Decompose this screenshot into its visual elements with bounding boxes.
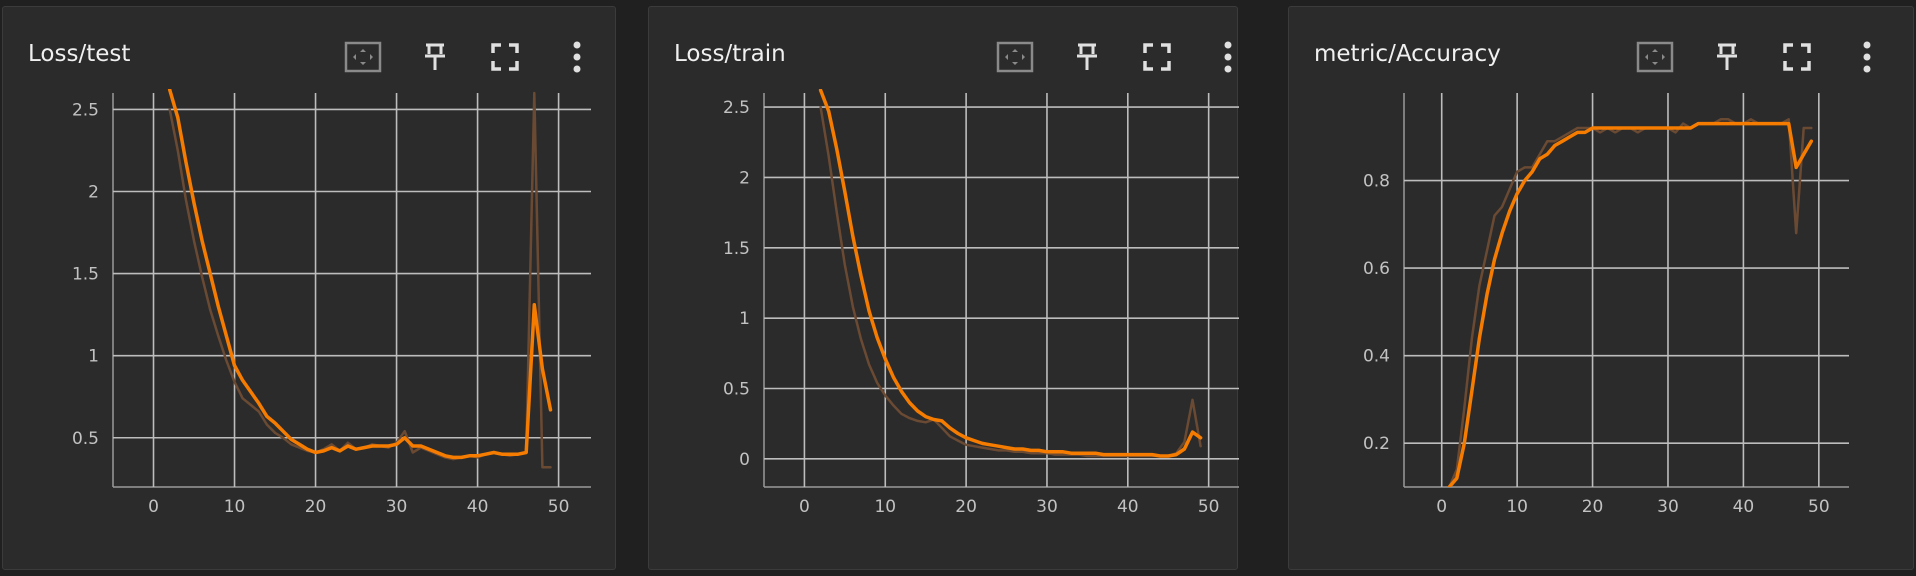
x-tick-label: 50 — [1808, 497, 1830, 517]
card-title: Loss/test — [28, 41, 131, 67]
raw-series-line — [168, 91, 552, 469]
x-tick-label: 10 — [1506, 497, 1528, 517]
more-options-button[interactable] — [1847, 37, 1887, 77]
y-tick-label: 0.8 — [1363, 172, 1390, 192]
x-tick-label: 30 — [1036, 497, 1058, 517]
x-tick-label: 0 — [1436, 497, 1447, 517]
y-tick-label: 2.5 — [72, 100, 99, 120]
x-tick-label: 50 — [1198, 497, 1220, 517]
y-tick-label: 2 — [739, 168, 750, 188]
fullscreen-icon — [491, 43, 519, 71]
y-tick-label: 1 — [739, 309, 750, 329]
fullscreen-button[interactable] — [485, 37, 525, 77]
pin-icon — [425, 43, 445, 70]
fit-domain-icon — [1636, 41, 1674, 73]
smoothed-series-line — [167, 89, 553, 460]
fullscreen-button[interactable] — [1777, 37, 1817, 77]
chart-card-metric-accuracy: metric/Accuracy 0 10 20 30 40 50 0.2 0.4 0.6 0.8 — [1288, 6, 1914, 570]
y-tick-label: 0.5 — [72, 429, 99, 449]
pin-button[interactable] — [1067, 37, 1107, 77]
fit-domain-button[interactable] — [995, 37, 1035, 77]
x-tick-label: 30 — [386, 497, 408, 517]
y-tick-label: 1.5 — [723, 239, 750, 259]
x-tick-label: 40 — [467, 497, 489, 517]
fullscreen-button[interactable] — [1137, 37, 1177, 77]
x-tick-label: 0 — [148, 497, 159, 517]
raw-series-line — [819, 105, 1202, 458]
more-vert-icon — [1863, 41, 1871, 73]
pin-icon — [1717, 43, 1737, 70]
x-tick-label: 40 — [1733, 497, 1755, 517]
y-tick-label: 2 — [88, 183, 99, 203]
y-tick-label: 0.5 — [723, 380, 750, 400]
y-tick-label: 0.6 — [1363, 259, 1390, 279]
line-chart-loss-test: 0 10 20 30 40 50 0.5 1 1.5 2 2.5 — [72, 89, 591, 517]
fit-domain-icon — [344, 41, 382, 73]
chart-card-loss-train: Loss/train 0 10 20 30 40 50 0 0.5 1 1.5 2 2.5 — [648, 6, 1239, 570]
raw-series-line — [1448, 118, 1813, 487]
more-options-button[interactable] — [1208, 37, 1248, 77]
y-tick-label: 0 — [739, 450, 750, 470]
line-chart-loss-train: 0 10 20 30 40 50 0 0.5 1 1.5 2 2.5 — [723, 89, 1239, 517]
x-tick-label: 50 — [548, 497, 570, 517]
x-tick-label: 30 — [1657, 497, 1679, 517]
more-options-button[interactable] — [557, 37, 597, 77]
more-vert-icon — [573, 41, 581, 73]
pin-button[interactable] — [1707, 37, 1747, 77]
x-tick-label: 0 — [799, 497, 810, 517]
pin-button[interactable] — [415, 37, 455, 77]
y-tick-label: 2.5 — [723, 98, 750, 118]
more-vert-icon — [1224, 41, 1232, 73]
fit-domain-icon — [996, 41, 1034, 73]
y-tick-label: 1.5 — [72, 265, 99, 285]
card-title: metric/Accuracy — [1314, 41, 1501, 67]
y-tick-label: 0.2 — [1363, 434, 1390, 454]
x-tick-label: 40 — [1117, 497, 1139, 517]
x-tick-label: 20 — [955, 497, 977, 517]
y-tick-label: 0.4 — [1363, 347, 1390, 367]
fit-domain-button[interactable] — [1635, 37, 1675, 77]
line-chart-metric-accuracy: 0 10 20 30 40 50 0.2 0.4 0.6 0.8 — [1363, 93, 1849, 517]
smoothed-series-line — [1447, 121, 1814, 487]
smoothed-series-line — [818, 89, 1203, 458]
x-tick-label: 20 — [305, 497, 327, 517]
chart-card-loss-test: Loss/test 0 10 20 30 40 50 0.5 1 1.5 2 2.5 — [2, 6, 616, 570]
pin-icon — [1077, 43, 1097, 70]
x-tick-label: 20 — [1582, 497, 1604, 517]
x-tick-label: 10 — [874, 497, 896, 517]
fullscreen-icon — [1143, 43, 1171, 71]
card-title: Loss/train — [674, 41, 786, 67]
fit-domain-button[interactable] — [343, 37, 383, 77]
y-tick-label: 1 — [88, 347, 99, 367]
x-tick-label: 10 — [224, 497, 246, 517]
fullscreen-icon — [1783, 43, 1811, 71]
